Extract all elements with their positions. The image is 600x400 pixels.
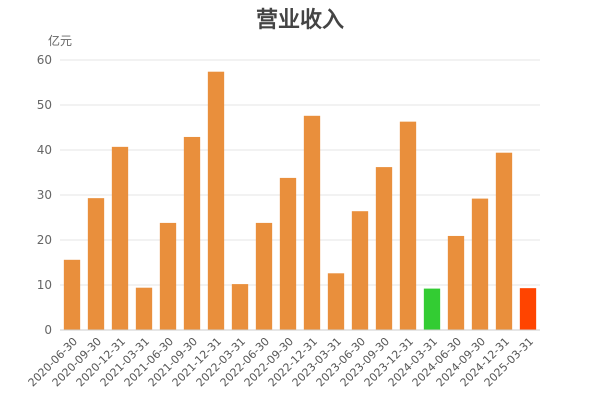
y-tick-label: 30 [37, 188, 52, 202]
bar [423, 288, 441, 330]
bar [375, 167, 393, 330]
y-tick-label: 10 [37, 278, 52, 292]
y-tick-label: 40 [37, 143, 52, 157]
bar [159, 222, 177, 330]
bar [111, 146, 129, 330]
bar [255, 222, 273, 330]
bar [519, 288, 537, 330]
bar [303, 115, 321, 330]
bar [87, 198, 105, 330]
bar [351, 211, 369, 330]
chart-title: 营业收入 [255, 8, 344, 33]
y-tick-label: 60 [37, 53, 52, 67]
bar [231, 284, 249, 330]
bar [279, 177, 297, 330]
bar [135, 287, 153, 330]
y-tick-label: 50 [37, 98, 52, 112]
bar [207, 71, 225, 330]
bar [183, 136, 201, 330]
bar [447, 235, 465, 330]
bar [327, 273, 345, 330]
bar [63, 259, 81, 330]
bar [495, 152, 513, 330]
y-tick-label: 0 [44, 323, 52, 337]
y-tick-label: 20 [37, 233, 52, 247]
bar [399, 121, 417, 331]
y-axis-unit: 亿元 [48, 34, 73, 48]
bar [471, 198, 489, 330]
